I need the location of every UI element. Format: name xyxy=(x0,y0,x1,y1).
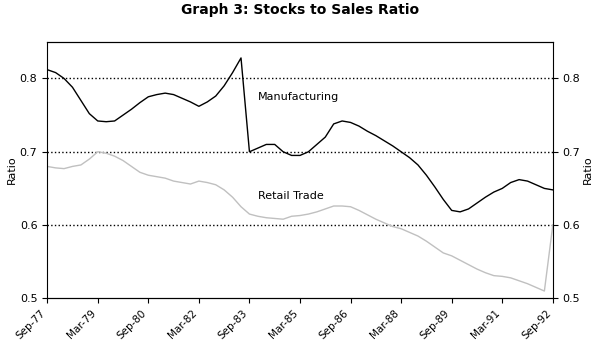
Y-axis label: Ratio: Ratio xyxy=(7,156,17,184)
Text: Manufacturing: Manufacturing xyxy=(258,93,339,102)
Text: Graph 3: Stocks to Sales Ratio: Graph 3: Stocks to Sales Ratio xyxy=(181,3,419,17)
Y-axis label: Ratio: Ratio xyxy=(583,156,593,184)
Text: Retail Trade: Retail Trade xyxy=(258,191,323,201)
